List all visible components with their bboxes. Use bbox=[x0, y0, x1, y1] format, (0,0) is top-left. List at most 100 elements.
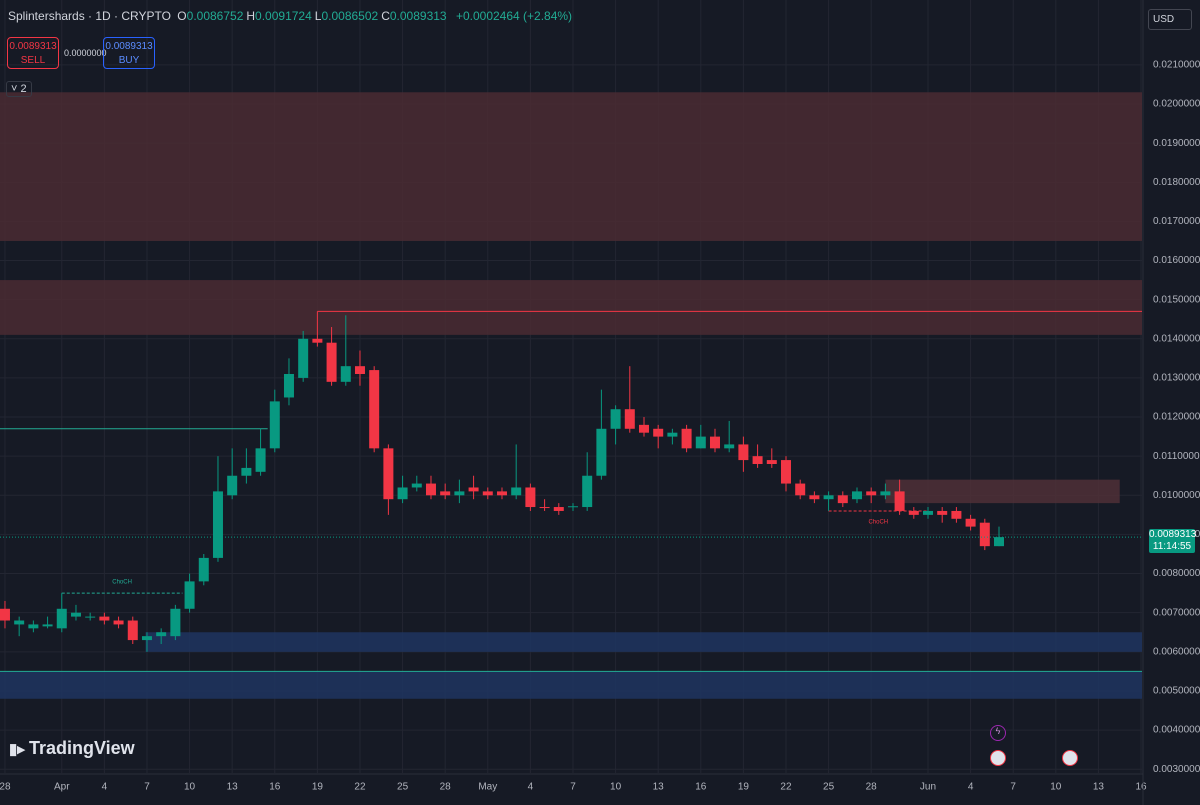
candle-body bbox=[511, 487, 522, 496]
y-tick-label: 0.0100000 bbox=[1153, 490, 1200, 501]
candle-body bbox=[255, 448, 266, 472]
candle-body bbox=[85, 616, 96, 618]
candle-body bbox=[724, 444, 735, 449]
x-tick-label: 10 bbox=[184, 782, 196, 793]
countdown: 11:14:55 bbox=[1152, 541, 1192, 553]
zone bbox=[0, 280, 1142, 335]
candle-body bbox=[979, 522, 990, 547]
x-tick-label: 16 bbox=[695, 782, 707, 793]
sell-label: SELL bbox=[20, 55, 46, 66]
y-tick-label: 0.0060000 bbox=[1153, 646, 1200, 657]
sell-button[interactable]: 0.0089313 SELL bbox=[7, 37, 59, 69]
x-tick-label: 13 bbox=[653, 782, 665, 793]
candle-body bbox=[468, 487, 479, 492]
ohlc-label: L bbox=[314, 9, 322, 23]
ohlc-value: 0.0091724 bbox=[255, 9, 312, 23]
candle-body bbox=[596, 428, 607, 476]
ohlc-value: 0.0086752 bbox=[186, 9, 244, 23]
candle-body bbox=[709, 436, 720, 449]
ohlc-label: O bbox=[177, 9, 187, 23]
candle-body bbox=[0, 608, 10, 621]
x-tick-label: May bbox=[478, 782, 497, 793]
candle-body bbox=[582, 475, 593, 508]
candle-body bbox=[823, 495, 834, 500]
candle-body bbox=[937, 510, 948, 515]
price-label: 0.0089313 11:14:55 bbox=[1149, 529, 1196, 554]
candle-body bbox=[922, 510, 933, 515]
x-tick-label: 13 bbox=[227, 782, 239, 793]
candle-body bbox=[411, 483, 422, 488]
y-tick-label: 0.0190000 bbox=[1153, 138, 1200, 149]
x-tick-label: 4 bbox=[968, 782, 974, 793]
y-tick-label: 0.0210000 bbox=[1153, 60, 1200, 71]
x-tick-label: 28 bbox=[440, 782, 452, 793]
indicators-toggle[interactable]: ˅ 2 bbox=[6, 81, 32, 97]
zone bbox=[885, 479, 1120, 504]
x-tick-label: 25 bbox=[823, 782, 835, 793]
candle-body bbox=[269, 401, 280, 449]
sell-price: 0.0089313 bbox=[9, 41, 57, 52]
y-tick-label: 0.0150000 bbox=[1153, 294, 1200, 305]
y-tick-label: 0.0070000 bbox=[1153, 607, 1200, 618]
ohlc-value: 0.0089313 bbox=[389, 9, 447, 23]
candle-body bbox=[638, 424, 649, 433]
y-tick-label: 0.0080000 bbox=[1153, 568, 1200, 579]
zone bbox=[0, 671, 1142, 699]
candle-body bbox=[894, 491, 905, 511]
buy-button[interactable]: 0.0089313 BUY bbox=[103, 37, 155, 69]
candle-body bbox=[212, 491, 223, 558]
candle-body bbox=[42, 624, 53, 627]
x-tick-label: 28 bbox=[866, 782, 878, 793]
candle-body bbox=[667, 432, 678, 437]
x-tick-label: 22 bbox=[354, 782, 366, 793]
x-tick-label: 4 bbox=[528, 782, 534, 793]
candle-body bbox=[383, 448, 394, 500]
candle-body bbox=[354, 366, 365, 374]
y-tick-label: 0.0170000 bbox=[1153, 216, 1200, 227]
candle-body bbox=[965, 518, 976, 527]
currency[interactable]: USD bbox=[1148, 9, 1192, 30]
ohlc-label: H bbox=[246, 9, 256, 23]
x-tick-label: Apr bbox=[54, 782, 70, 793]
candle-body bbox=[241, 467, 252, 476]
candle-body bbox=[369, 370, 380, 449]
brand: ▮▸ TradingView bbox=[9, 738, 135, 758]
candle-body bbox=[70, 612, 81, 617]
candle-body bbox=[156, 632, 167, 637]
candle-body bbox=[440, 491, 451, 496]
x-tick-label: 10 bbox=[610, 782, 622, 793]
candle-body bbox=[908, 510, 919, 515]
symbol[interactable]: Splintershards · 1D · CRYPTO bbox=[8, 9, 171, 23]
candle-body bbox=[553, 507, 564, 511]
candle-body bbox=[766, 460, 777, 464]
event-icon[interactable]: ϟ bbox=[990, 725, 1006, 741]
event-icon[interactable] bbox=[990, 750, 1006, 766]
candle-body bbox=[496, 491, 507, 496]
x-tick-label: 25 bbox=[397, 782, 409, 793]
change: +0.0002464 (+2.84%) bbox=[455, 9, 573, 23]
y-tick-label: 0.0130000 bbox=[1153, 373, 1200, 384]
candle-body bbox=[880, 491, 891, 496]
candle-body bbox=[752, 456, 763, 464]
candle-body bbox=[994, 537, 1005, 547]
candle-body bbox=[866, 491, 877, 496]
event-icon[interactable] bbox=[1062, 750, 1078, 766]
x-tick-label: Jun bbox=[920, 782, 936, 793]
candle-body bbox=[482, 491, 493, 496]
x-tick-label: 7 bbox=[570, 782, 576, 793]
y-tick-label: 0.0200000 bbox=[1153, 99, 1200, 110]
candle-body bbox=[184, 581, 195, 609]
candle-body bbox=[539, 507, 550, 509]
candle-body bbox=[454, 491, 465, 496]
candle-body bbox=[738, 444, 749, 461]
candle-body bbox=[624, 409, 635, 429]
candle-body bbox=[170, 608, 181, 637]
ohlc-label: C bbox=[381, 9, 390, 23]
x-tick-label: 22 bbox=[780, 782, 792, 793]
candle-body bbox=[28, 624, 39, 629]
x-tick-label: 7 bbox=[144, 782, 150, 793]
x-tick-label: 7 bbox=[1010, 782, 1016, 793]
x-tick-label: 16 bbox=[1135, 782, 1147, 793]
